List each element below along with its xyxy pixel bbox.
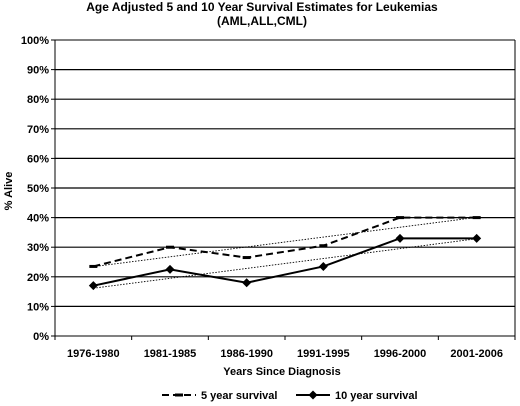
- point-marker: [396, 216, 404, 220]
- y-tick-label: 100%: [21, 35, 49, 47]
- x-tick-label: 1991-1995: [297, 348, 350, 360]
- y-tick-label: 0%: [33, 331, 49, 343]
- legend-label: 10 year survival: [335, 390, 418, 402]
- point-marker: [165, 264, 175, 274]
- legend-label: 5 year survival: [201, 390, 277, 402]
- x-tick-label: 1986-1990: [220, 348, 273, 360]
- x-tick-label: 1981-1985: [144, 348, 197, 360]
- y-axis-label: % Alive: [3, 172, 15, 211]
- y-tick-label: 40%: [27, 213, 49, 225]
- x-axis-ticks: 1976-1980 1981-1985 1986-1990 1991-1995 1996…: [54, 336, 516, 360]
- trendlines: [93, 216, 477, 289]
- point-marker: [89, 264, 98, 268]
- y-tick-label: 80%: [27, 94, 49, 106]
- y-tick-label: 60%: [27, 153, 49, 165]
- y-tick-label: 20%: [27, 272, 49, 284]
- chart-subtitle: (AML,ALL,CML): [217, 14, 307, 28]
- series-lines: [93, 216, 477, 287]
- y-tick-label: 90%: [27, 65, 49, 77]
- y-tick-label: 50%: [27, 183, 49, 195]
- trendline: [93, 238, 477, 289]
- point-marker: [166, 245, 174, 249]
- point-marker: [472, 233, 482, 243]
- point-marker: [395, 233, 405, 243]
- x-axis-label: Years Since Diagnosis: [223, 366, 340, 378]
- point-marker: [88, 281, 98, 291]
- point-marker: [175, 393, 183, 397]
- x-tick-label: 1996-2000: [374, 348, 427, 360]
- x-tick-label: 2001-2006: [450, 348, 503, 360]
- point-marker: [242, 278, 252, 288]
- trendline: [93, 216, 477, 268]
- series-markers: [88, 216, 482, 291]
- y-tick-label: 10%: [27, 301, 49, 313]
- y-tick-label: 30%: [27, 242, 49, 254]
- y-axis-ticks: 0% 10% 20% 30% 40% 50% 60% 70% 80% 90% 100%: [21, 35, 55, 343]
- point-marker: [472, 216, 481, 220]
- point-marker: [308, 390, 318, 400]
- chart-title: Age Adjusted 5 and 10 Year Survival Esti…: [86, 0, 438, 14]
- x-tick-label: 1976-1980: [67, 348, 120, 360]
- y-tick-label: 70%: [27, 124, 49, 136]
- point-marker: [318, 261, 328, 271]
- point-marker: [242, 256, 251, 260]
- series-line: [93, 237, 477, 287]
- legend: 5 year survival 10 year survival: [162, 390, 418, 402]
- point-marker: [319, 244, 328, 248]
- gridlines: [54, 39, 516, 337]
